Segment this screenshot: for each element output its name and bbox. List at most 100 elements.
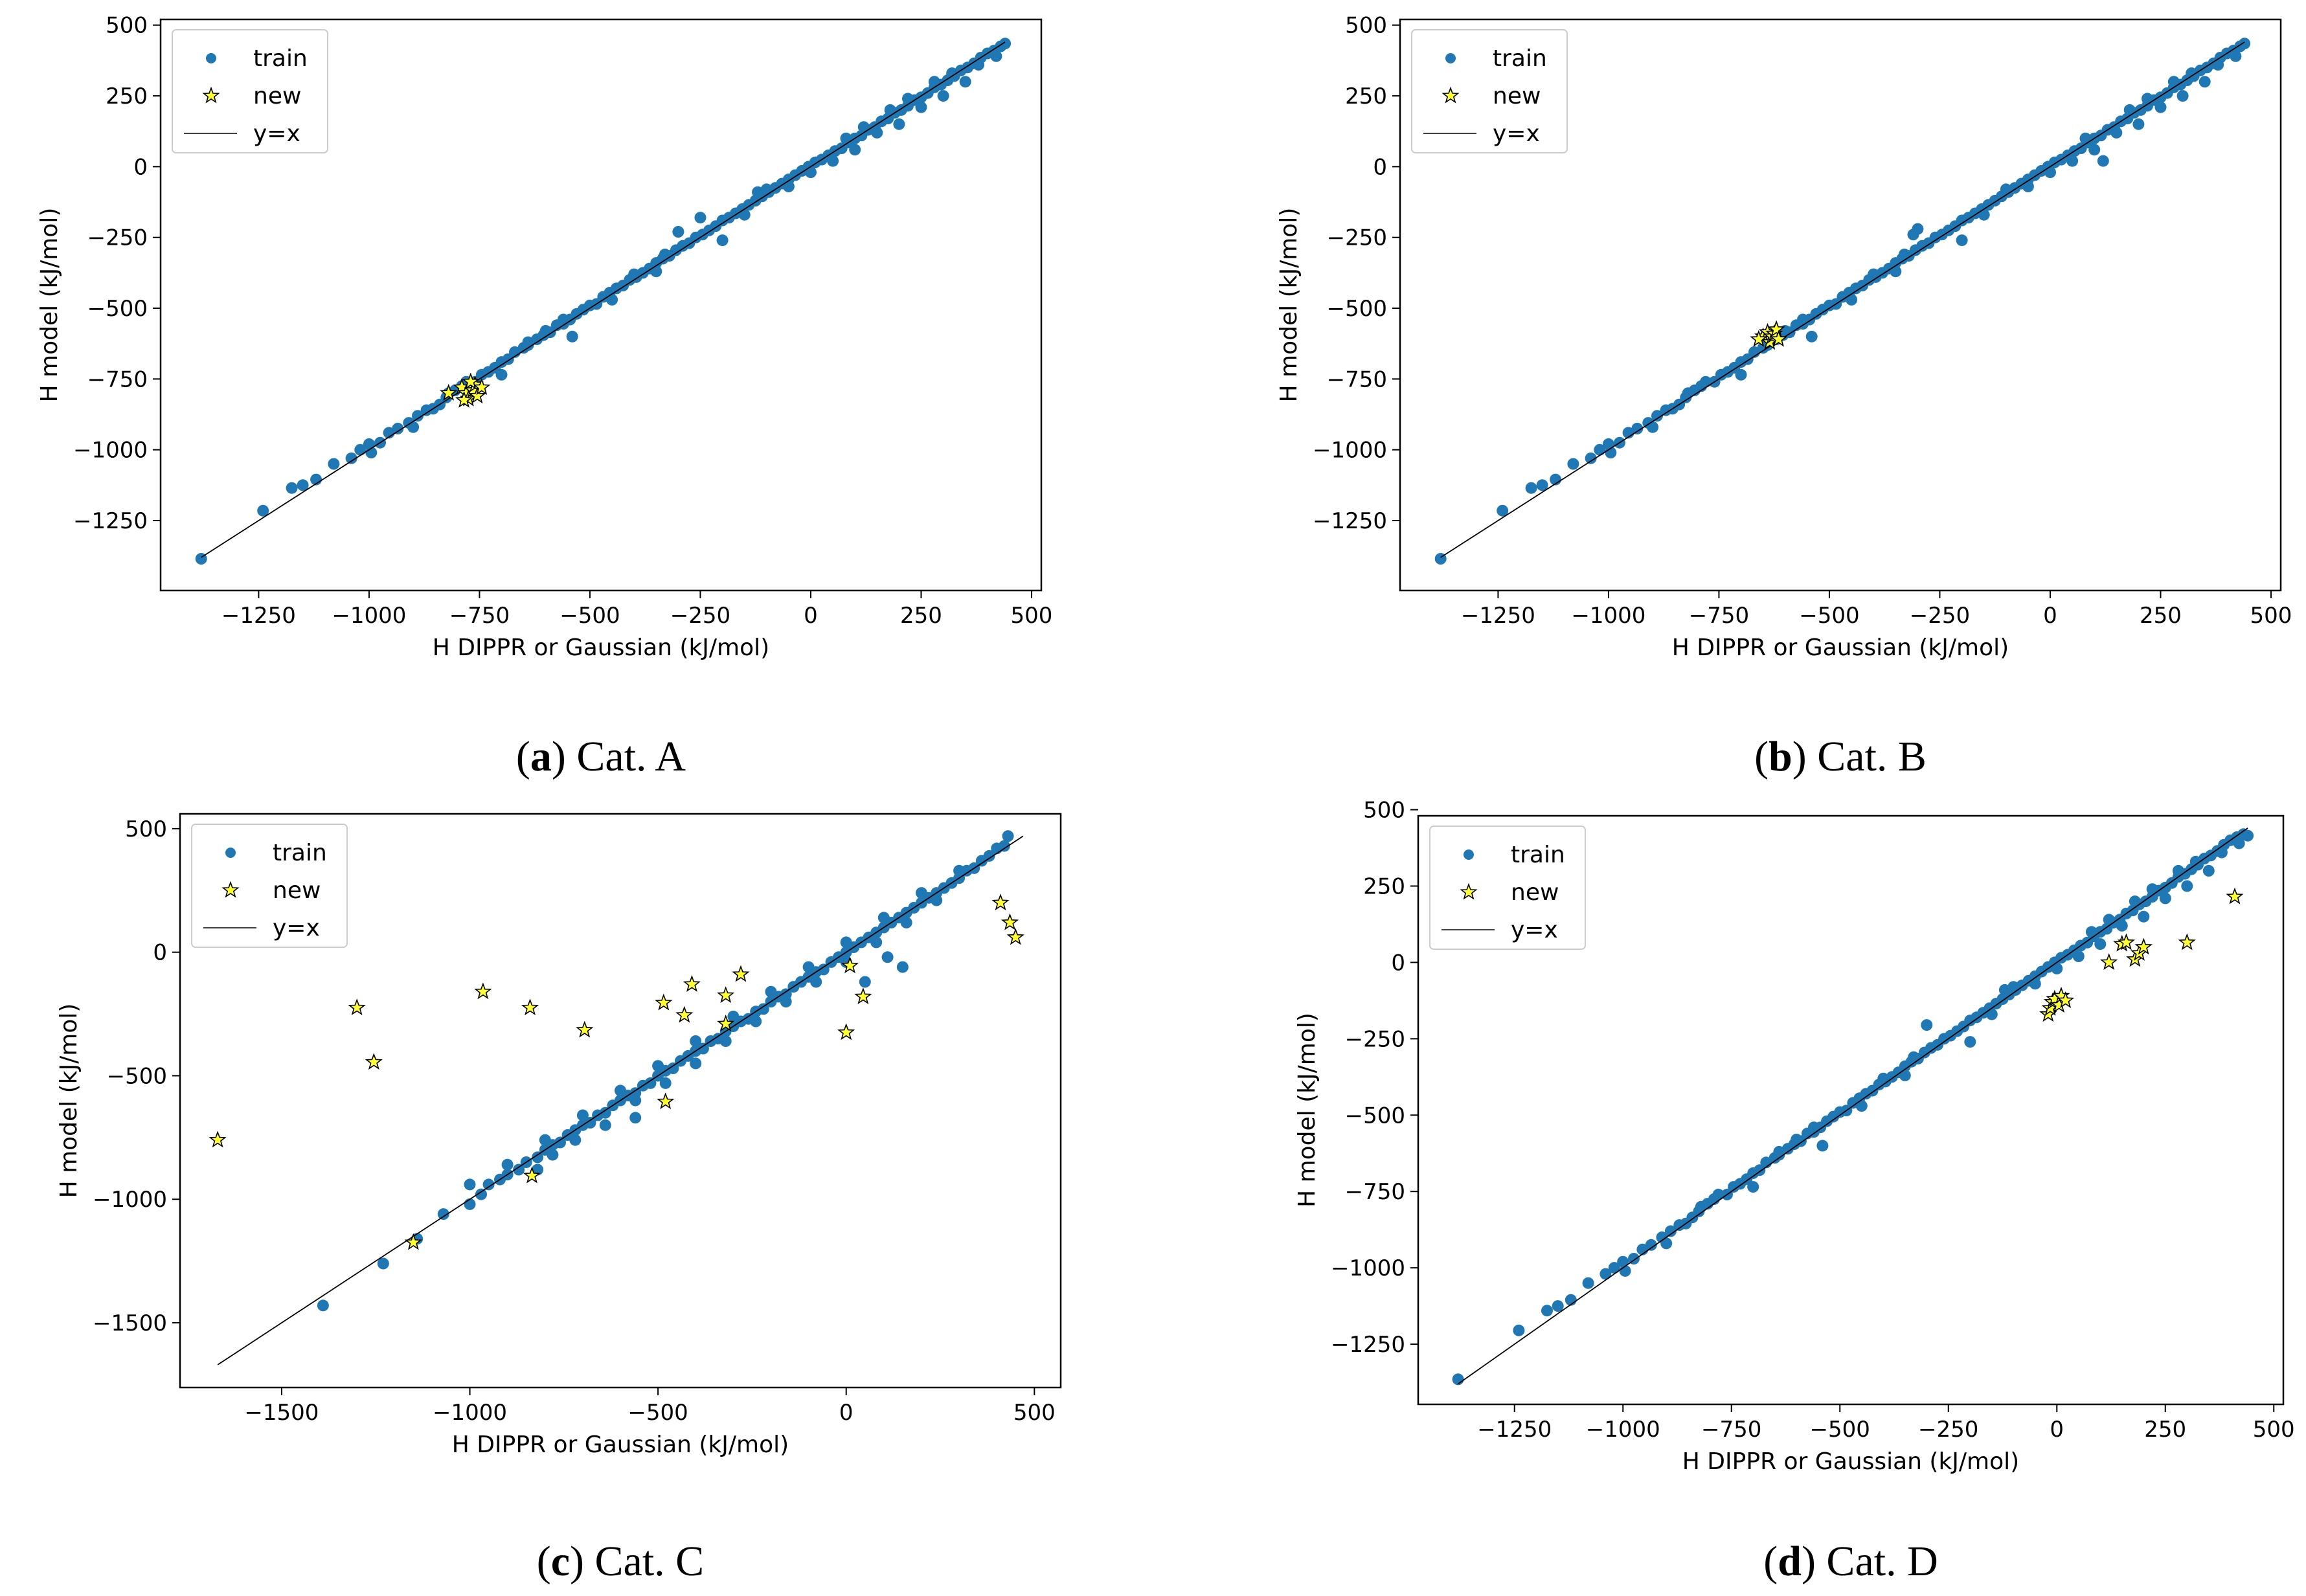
train-point [1525,482,1537,494]
train-point [412,410,424,422]
train-point [2212,59,2224,71]
train-point [1855,1100,1868,1112]
y-tick-label: −1000 [93,1187,167,1213]
train-point [999,38,1012,50]
x-tick-label: 250 [900,603,942,629]
y-axis-label: H model (kJ/mol) [1276,208,1302,403]
y-tick-label: −250 [1345,1026,1405,1052]
y-tick-label: −500 [1345,1103,1405,1129]
train-point [1956,234,1968,247]
train-point [738,208,751,221]
y-tick-label: −1500 [93,1310,167,1336]
new-point [1769,330,1788,347]
train-point [998,840,1010,852]
train-point [629,1094,642,1107]
train-point [1682,387,1694,399]
train-point [1695,1200,1707,1213]
train-point [810,976,822,988]
train-point [297,479,309,491]
y-tick-label: −750 [87,366,148,392]
new-point [1006,928,1024,945]
train-point [345,452,357,464]
train-point [1497,504,1509,517]
x-tick-label: −750 [449,603,510,629]
legend: train new y=x [1411,29,1568,153]
train-point [881,951,894,963]
y-tick-label: 0 [133,154,148,180]
train-point [2029,978,2041,990]
train-point [2088,144,2101,156]
new-point [2099,953,2118,970]
legend-new-label: new [1493,83,1541,109]
x-axis-label: H DIPPR or Gaussian (kJ/mol) [1672,635,2009,661]
plot-area [179,813,1062,1389]
train-point [1647,421,1659,433]
train-point [953,864,966,877]
train-point [667,1062,679,1074]
train-point [805,166,817,179]
train-point [719,1035,732,1047]
y-tick-label: −750 [1327,366,1387,392]
train-point [558,313,569,326]
legend-train-label: train [273,840,327,866]
train-point [1978,208,1990,221]
train-point [2154,101,2167,113]
train-point [782,181,795,192]
train-point [2110,126,2123,139]
train-point [1600,1268,1612,1280]
new-point [348,998,366,1016]
new-point [474,982,492,1000]
x-tick-label: −250 [1918,1417,1978,1443]
x-tick-label: −500 [560,603,620,629]
train-point [2199,76,2211,88]
train-point [1567,458,1579,470]
train-point [566,330,578,343]
train-point [727,1010,740,1022]
x-tick-label: −750 [1689,603,1749,629]
train-point [501,1158,514,1171]
y-tick-label: 0 [153,940,167,966]
train-point [475,1188,487,1200]
train-point [840,132,852,144]
new-point [655,993,673,1011]
x-tick-label: −1000 [433,1400,507,1426]
y-tick-label: −750 [1345,1179,1405,1205]
y-tick-label: 250 [1363,873,1405,899]
new-point [2056,991,2075,1008]
train-point [1541,1305,1553,1317]
legend-train-label: train [1493,45,1547,72]
train-point [893,118,905,130]
y-axis-label: H model (kJ/mol) [1294,1013,1320,1208]
legend-identity-label: y=x [273,915,320,941]
plot-area [1417,815,2285,1406]
train-point [2116,919,2128,932]
train-point [1552,1300,1564,1312]
train-point [1907,229,1919,241]
train-point [757,1003,769,1015]
train-point [2123,104,2136,116]
train-point [2215,846,2228,859]
train-point [437,1208,449,1220]
train-point [1645,1239,1657,1251]
train-point [317,1299,329,1312]
new-point [2178,933,2196,950]
train-point [716,234,729,247]
train-point [1899,1070,1911,1081]
identity-line [1458,827,2248,1385]
train-point [1816,1140,1829,1152]
train-point [599,1107,611,1119]
train-point [1908,1051,1920,1063]
train-point [2242,829,2254,842]
y-tick-label: 250 [106,84,148,109]
train-point [1846,293,1858,306]
x-tick-label: −1500 [244,1400,319,1426]
train-point [1773,1145,1785,1158]
new-point [404,1233,423,1250]
train-point [615,1085,626,1097]
new-point [521,998,539,1016]
train-point [650,265,662,278]
x-tick-label: 0 [804,603,818,629]
y-tick-label: −1000 [73,438,148,464]
train-point [902,93,914,105]
train-point [849,144,861,156]
